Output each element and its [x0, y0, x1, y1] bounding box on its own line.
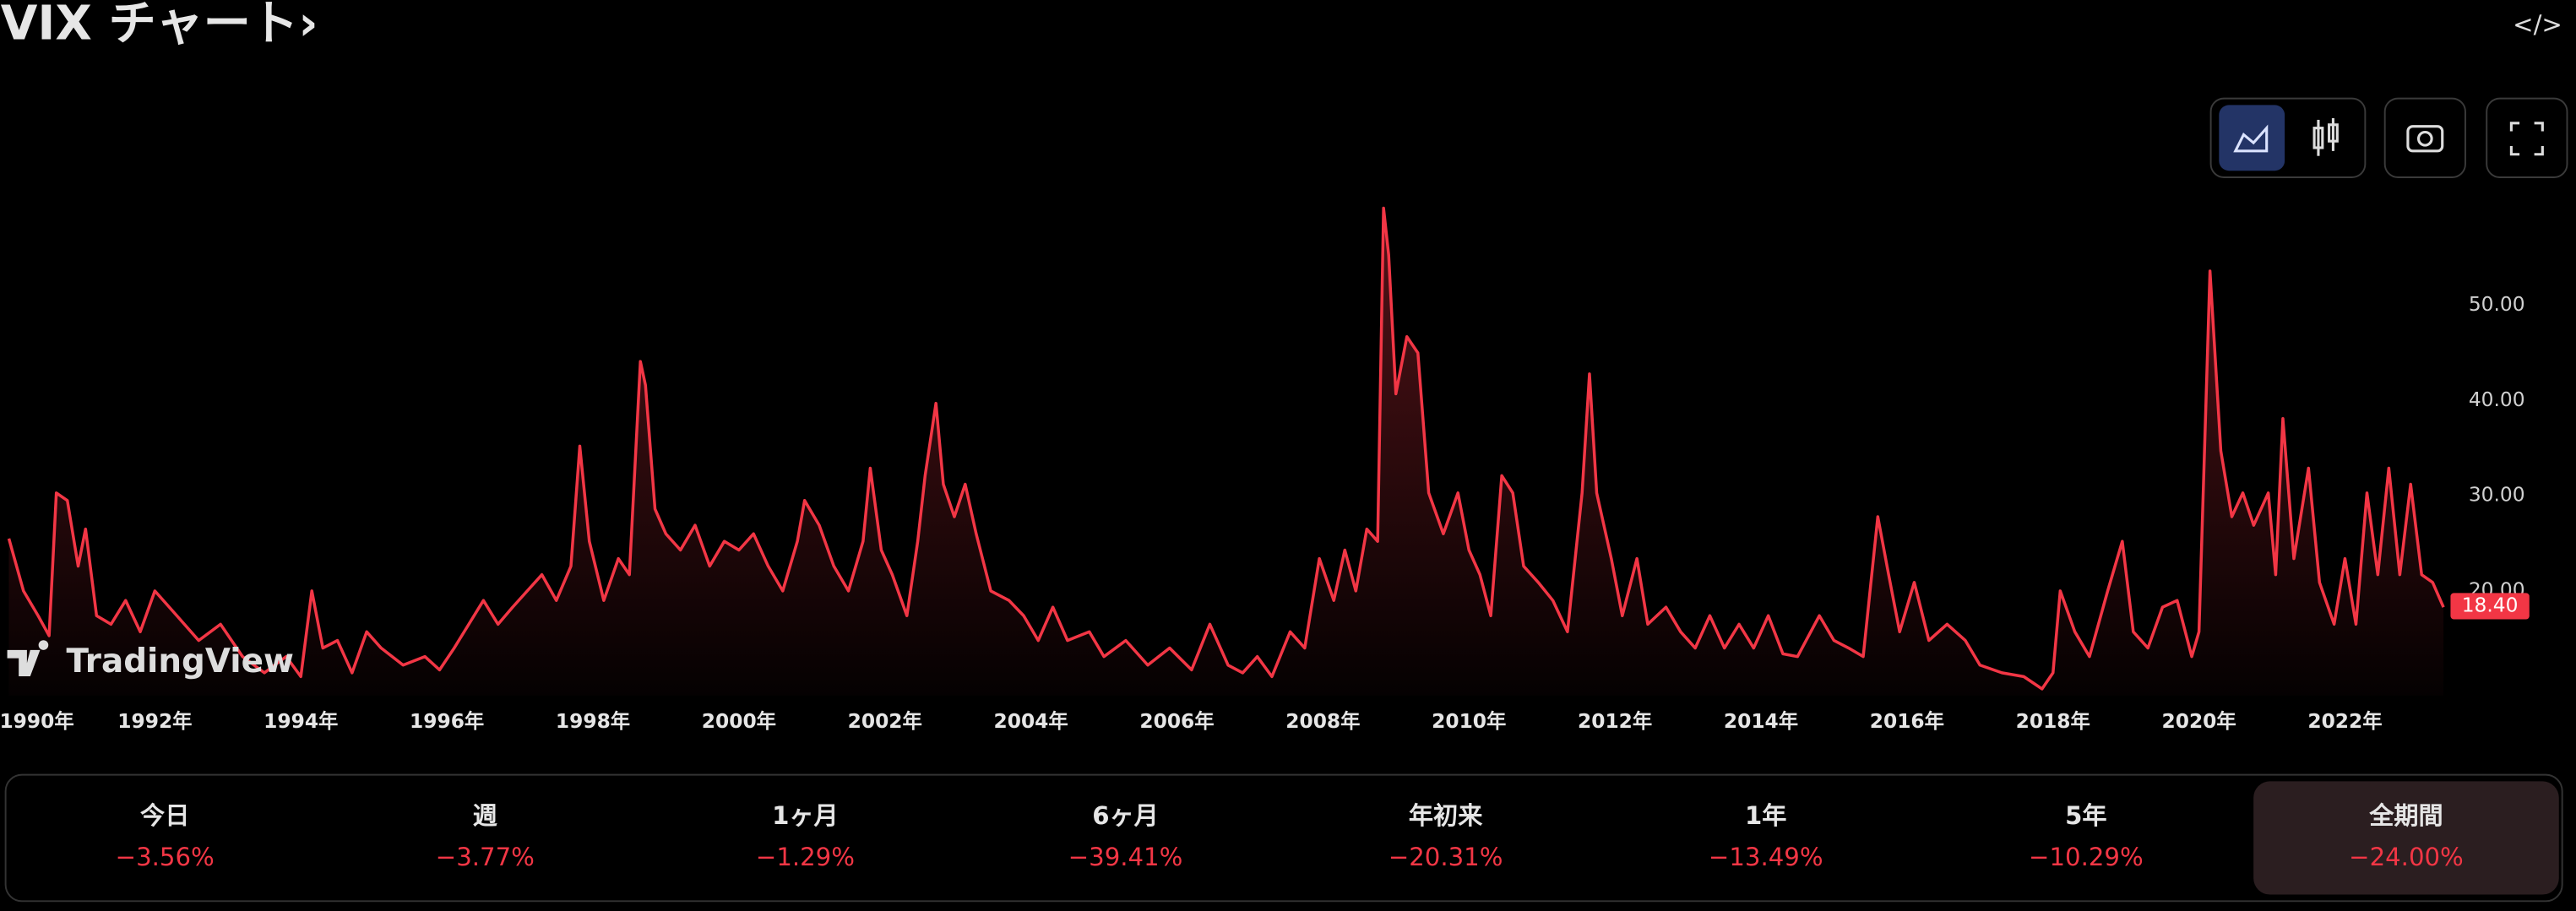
x-tick-label: 1996年: [410, 709, 484, 733]
chart-style-group: [2209, 97, 2367, 178]
period-label[interactable]: 全期間: [2368, 801, 2443, 830]
area-style-button[interactable]: [2219, 105, 2285, 171]
period-change[interactable]: −1.29%: [756, 843, 855, 871]
period-label[interactable]: 1ヶ月: [772, 801, 839, 830]
price-line: [7, 206, 2445, 691]
period-label[interactable]: 6ヶ月: [1092, 801, 1159, 830]
x-tick-label: 1998年: [556, 709, 630, 733]
x-tick-label: 2020年: [2162, 709, 2236, 733]
y-tick-label: 40.00: [2469, 388, 2525, 411]
active-period-bg: [2253, 781, 2559, 895]
period-change[interactable]: −24.00%: [2349, 843, 2464, 871]
period-change[interactable]: −3.56%: [116, 843, 215, 871]
x-tick-label: 2004年: [994, 709, 1068, 733]
candle-style-button[interactable]: [2312, 117, 2339, 156]
x-tick-label: 2012年: [1578, 709, 1652, 733]
last-price-label: 18.40: [2462, 594, 2519, 616]
x-tick-label: 2006年: [1139, 709, 1214, 733]
fullscreen-button[interactable]: [2486, 97, 2568, 178]
camera-icon: [2406, 125, 2444, 153]
watermark-text: TradingView: [67, 643, 294, 681]
x-tick-label: 2014年: [1724, 709, 1798, 733]
x-tick-label: 1992年: [117, 709, 192, 733]
period-label[interactable]: 週: [473, 801, 497, 830]
period-change[interactable]: −39.41%: [1068, 843, 1183, 871]
period-list: 今日 −3.56% 週 −3.77% 1ヶ月 −1.29% 6ヶ月 −39.41% 年初来 −20…: [116, 781, 2559, 895]
last-price-tag: [2450, 593, 2530, 620]
period-change[interactable]: −20.31%: [1389, 843, 1503, 871]
y-tick-label: 30.00: [2469, 484, 2525, 507]
x-tick-label: 2018年: [2016, 709, 2090, 733]
x-tick-label: 2002年: [848, 709, 922, 733]
x-tick-label: 1990年: [0, 709, 74, 733]
embed-icon[interactable]: </>: [2513, 10, 2562, 39]
period-change[interactable]: −3.77%: [436, 843, 535, 871]
snapshot-button[interactable]: [2383, 97, 2466, 178]
period-label[interactable]: 1年: [1745, 801, 1786, 830]
period-change[interactable]: −13.49%: [1709, 843, 1823, 871]
y-tick-label: 50.00: [2469, 293, 2525, 316]
x-tick-label: 2008年: [1285, 709, 1360, 733]
period-label[interactable]: 5年: [2065, 801, 2106, 830]
period-panel: [4, 773, 2563, 903]
area-icon: [2233, 124, 2269, 153]
watermark: TradingView: [7, 640, 294, 681]
x-tick-label: 2022年: [2307, 709, 2382, 733]
x-tick-label: 1994年: [264, 709, 338, 733]
period-label[interactable]: 年初来: [1409, 801, 1483, 830]
fullscreen-icon: [2509, 122, 2544, 156]
period-label[interactable]: 今日: [140, 801, 189, 830]
x-tick-label: 2016年: [1870, 709, 1944, 733]
x-tick-label: 2000年: [702, 709, 776, 733]
x-tick-label: 2010年: [1432, 709, 1506, 733]
area-fill: [8, 208, 2444, 696]
period-change[interactable]: −10.29%: [2029, 843, 2144, 871]
chart-title[interactable]: VIX チャート›: [1, 0, 318, 52]
